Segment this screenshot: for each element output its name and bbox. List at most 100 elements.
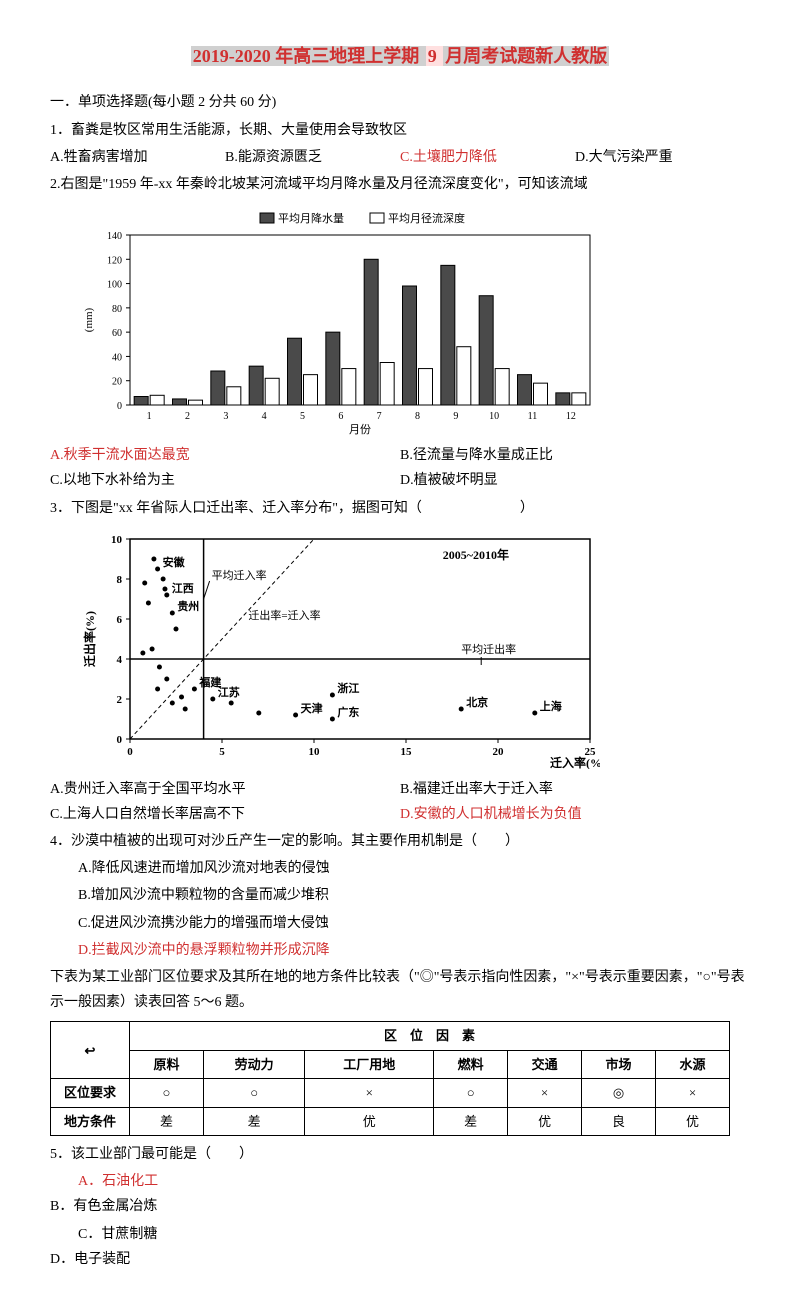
q5-b: B．有色金属冶炼 (50, 1194, 400, 1219)
svg-text:4: 4 (117, 654, 123, 666)
svg-text:(mm): (mm) (83, 308, 95, 333)
svg-text:40: 40 (112, 353, 122, 364)
table-col: 市场 (582, 1050, 656, 1078)
svg-text:3: 3 (223, 411, 228, 422)
svg-text:80: 80 (112, 304, 122, 315)
svg-text:0: 0 (127, 746, 133, 758)
table-cell: ○ (434, 1079, 508, 1107)
migration-scatter: 05101520250246810迁入率(%)迁出率(%)迁出率=迁入率平均迁入… (80, 529, 600, 769)
q2-c: C.以地下水补给为主 (50, 468, 400, 493)
svg-text:120: 120 (107, 255, 122, 266)
q1-d: D.大气污染严重 (575, 145, 750, 170)
q3-stem: 3．下图是"xx 年省际人口迁出率、迁入率分布"，据图可知（ ） (50, 496, 750, 521)
table-cell: ○ (130, 1079, 204, 1107)
q3-options: A.贵州迁入率高于全国平均水平 B.福建迁出率大于迁入率 C.上海人口自然增长率… (50, 777, 750, 827)
table-corner: ↩ (51, 1022, 130, 1079)
table-cell: ○ (203, 1079, 304, 1107)
table-col: 水源 (655, 1050, 729, 1078)
svg-text:2: 2 (185, 411, 190, 422)
page-title: 2019-2020 年高三地理上学期 9 月周考试题新人教版 (50, 40, 750, 72)
svg-text:6: 6 (117, 614, 123, 626)
title-suffix: 月周考试题新人教版 (443, 46, 609, 66)
svg-text:月份: 月份 (349, 423, 371, 435)
table-col: 劳动力 (203, 1050, 304, 1078)
q4-stem: 4．沙漠中植被的出现可对沙丘产生一定的影响。其主要作用机制是（ ） (50, 829, 750, 854)
table-cell: 优 (508, 1107, 582, 1135)
table-intro: 下表为某工业部门区位要求及其所在地的地方条件比较表（"◎"号表示指向性因素，"×… (50, 965, 750, 1015)
svg-text:15: 15 (401, 746, 413, 758)
svg-text:100: 100 (107, 280, 122, 291)
table-cell: × (305, 1079, 434, 1107)
table-col: 燃料 (434, 1050, 508, 1078)
title-prefix: 2019-2020 年高三地理上学期 (191, 46, 426, 66)
location-factors-table: ↩ 区 位 因 素 原料劳动力工厂用地燃料交通市场水源 区位要求○○×○×◎× … (50, 1021, 730, 1136)
svg-text:5: 5 (300, 411, 305, 422)
svg-text:迁入率(%): 迁入率(%) (550, 755, 600, 769)
table-cell: 差 (434, 1107, 508, 1135)
svg-text:8: 8 (117, 574, 123, 586)
scatter-chart-svg: 05101520250246810迁入率(%)迁出率(%)迁出率=迁入率平均迁入… (80, 529, 600, 769)
q5-c: C．甘蔗制糖 (50, 1222, 428, 1247)
q3-d: D.安徽的人口机械增长为负值 (400, 802, 750, 827)
table-row-label: 区位要求 (51, 1079, 130, 1107)
table-col: 原料 (130, 1050, 204, 1078)
title-highlight: 9 (426, 46, 444, 66)
table-cell: 优 (655, 1107, 729, 1135)
svg-text:平均月降水量: 平均月降水量 (278, 211, 344, 225)
svg-text:迁出率(%): 迁出率(%) (82, 611, 97, 667)
q2-b: B.径流量与降水量成正比 (400, 443, 750, 468)
svg-text:9: 9 (453, 411, 458, 422)
q4-a: A.降低风速进而增加风沙流对地表的侵蚀 (50, 856, 750, 881)
svg-text:上海: 上海 (540, 699, 562, 713)
table-cell: 差 (203, 1107, 304, 1135)
q2-d: D.植被破坏明显 (400, 468, 750, 493)
svg-text:北京: 北京 (466, 695, 488, 709)
svg-text:2005~2010年: 2005~2010年 (443, 547, 509, 562)
section-header: 一．单项选择题(每小题 2 分共 60 分) (50, 90, 750, 115)
svg-text:10: 10 (489, 411, 499, 422)
svg-text:0: 0 (117, 401, 122, 412)
q3-c: C.上海人口自然增长率居高不下 (50, 802, 400, 827)
svg-text:平均迁入率: 平均迁入率 (212, 568, 267, 582)
table-cell: ◎ (582, 1079, 656, 1107)
q1-options: A.牲畜病害增加 B.能源资源匮乏 C.土壤肥力降低 D.大气污染严重 (50, 145, 750, 170)
svg-text:10: 10 (309, 746, 321, 758)
precip-runoff-chart: 020406080100120140(mm)平均月降水量平均月径流深度12345… (80, 205, 600, 435)
svg-text:140: 140 (107, 231, 122, 242)
table-cell: × (655, 1079, 729, 1107)
svg-text:安徽: 安徽 (163, 555, 186, 569)
q1-a: A.牲畜病害增加 (50, 145, 225, 170)
q5-a: A．石油化工 (50, 1169, 428, 1194)
table-col: 工厂用地 (305, 1050, 434, 1078)
svg-text:6: 6 (338, 411, 343, 422)
table-cell: 优 (305, 1107, 434, 1135)
table-group-header: 区 位 因 素 (130, 1022, 730, 1050)
svg-text:12: 12 (566, 411, 576, 422)
svg-text:0: 0 (117, 734, 123, 746)
q4-d: D.拦截风沙流中的悬浮颗粒物并形成沉降 (50, 938, 750, 963)
svg-text:8: 8 (415, 411, 420, 422)
svg-text:2: 2 (117, 694, 123, 706)
svg-text:10: 10 (111, 534, 123, 546)
svg-text:7: 7 (377, 411, 382, 422)
q5-stem: 5．该工业部门最可能是（ ） (50, 1142, 750, 1167)
svg-text:江西: 江西 (172, 581, 194, 595)
q2-options: A.秋季干流水面达最宽 B.径流量与降水量成正比 C.以地下水补给为主 D.植被… (50, 443, 750, 493)
q1-c: C.土壤肥力降低 (400, 145, 575, 170)
q3-b: B.福建迁出率大于迁入率 (400, 777, 750, 802)
q2-stem: 2.右图是"1959 年-xx 年秦岭北坡某河流域平均月降水量及月径流深度变化"… (50, 172, 750, 197)
svg-text:1: 1 (147, 411, 152, 422)
q5-options-row1: A．石油化工 B．有色金属冶炼 (50, 1169, 750, 1219)
svg-text:贵州: 贵州 (177, 599, 199, 613)
q1-stem: 1．畜粪是牧区常用生活能源，长期、大量使用会导致牧区 (50, 118, 750, 143)
q4-b: B.增加风沙流中颗粒物的含量而减少堆积 (50, 883, 750, 908)
table-row-label: 地方条件 (51, 1107, 130, 1135)
svg-text:60: 60 (112, 328, 122, 339)
table-col: 交通 (508, 1050, 582, 1078)
svg-text:迁出率=迁入率: 迁出率=迁入率 (248, 608, 320, 622)
svg-text:5: 5 (219, 746, 225, 758)
table-columns-row: 原料劳动力工厂用地燃料交通市场水源 (51, 1050, 730, 1078)
q4-c: C.促进风沙流携沙能力的增强而增大侵蚀 (50, 911, 750, 936)
table-row: 地方条件差差优差优良优 (51, 1107, 730, 1135)
svg-text:天津: 天津 (301, 701, 323, 715)
